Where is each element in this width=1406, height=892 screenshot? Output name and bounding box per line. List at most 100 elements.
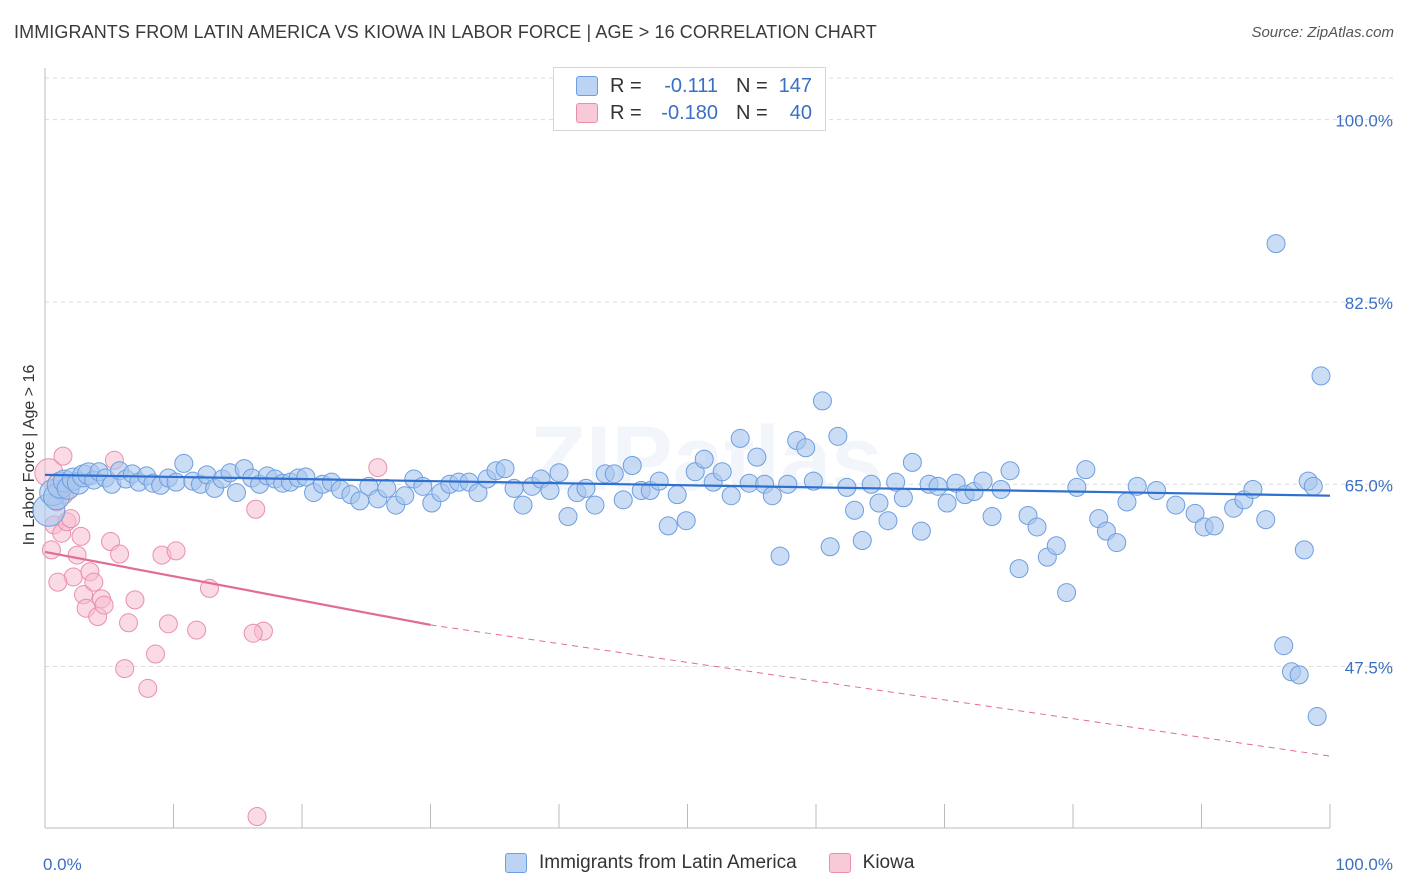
latin-america-point	[712, 462, 732, 482]
latin-america-point	[845, 500, 865, 520]
legend-r-value: -0.180	[661, 101, 718, 124]
latin-america-point	[778, 474, 798, 494]
latin-america-point	[1166, 495, 1186, 515]
legend-label: Kiowa	[862, 852, 915, 873]
stats-legend: R = -0.111 N = 147 R = -0.180 N = 40	[553, 67, 826, 131]
latin-america-point	[1307, 707, 1327, 727]
latin-america-point	[1000, 461, 1020, 481]
kiowa-point	[41, 540, 61, 560]
kiowa-point	[138, 678, 158, 698]
legend-label: Immigrants from Latin America	[539, 852, 797, 873]
source-label: Source: ZipAtlas.com	[1251, 24, 1394, 41]
kiowa-point	[166, 541, 186, 561]
latin-america-point	[1046, 536, 1066, 556]
y-tick-labels: 47.5% 65.0% 82.5% 100.0%	[1335, 112, 1393, 678]
y-tick-label: 100.0%	[1335, 112, 1393, 131]
legend-swatch-blue	[576, 76, 598, 96]
latin-america-point	[973, 471, 993, 491]
latin-america-point	[937, 493, 957, 513]
latin-america-point	[902, 452, 922, 472]
latin-america-point	[1067, 477, 1087, 497]
latin-america-point	[1266, 234, 1286, 254]
legend-row-kiowa: R = -0.180 N = 40	[576, 100, 812, 126]
latin-america-point	[1117, 492, 1137, 512]
latin-america-point	[878, 511, 898, 531]
latin-america-point	[828, 426, 848, 446]
latin-america-point	[1027, 517, 1047, 537]
latin-america-point	[676, 511, 696, 531]
latin-america-point	[770, 546, 790, 566]
latin-america-point	[658, 516, 678, 536]
latin-america-point	[886, 472, 906, 492]
kiowa-trend-line-extension	[430, 624, 1331, 757]
latin-america-point	[747, 447, 767, 467]
x-tick-label: 100.0%	[1335, 855, 1393, 874]
latin-america-point	[1204, 516, 1224, 536]
kiowa-point	[53, 446, 73, 466]
latin-america-point	[622, 456, 642, 475]
latin-america-point	[982, 507, 1002, 527]
latin-america-point	[820, 537, 840, 557]
latin-america-point	[1185, 503, 1205, 523]
legend-n-label: N =	[736, 101, 768, 124]
y-tick-label: 82.5%	[1345, 294, 1393, 313]
kiowa-point	[110, 544, 130, 564]
latin-america-point	[803, 471, 823, 491]
kiowa-point	[84, 572, 104, 592]
legend-swatch-pink	[828, 853, 851, 873]
latin-america-point	[852, 531, 872, 550]
latin-america-point	[1243, 479, 1263, 499]
kiowa-point	[119, 613, 139, 633]
legend-swatch-blue	[505, 853, 527, 873]
latin-america-point	[869, 493, 889, 513]
kiowa-point	[246, 499, 266, 519]
latin-america-point	[377, 478, 397, 498]
legend-swatch-pink	[576, 103, 598, 123]
kiowa-point	[94, 595, 114, 615]
latin-america-point	[928, 476, 948, 496]
latin-america-point	[174, 453, 194, 473]
kiowa-point	[187, 620, 207, 640]
kiowa-point	[48, 572, 68, 592]
latin-america-point	[558, 507, 578, 527]
kiowa-point	[67, 545, 87, 565]
chart-title: IMMIGRANTS FROM LATIN AMERICA VS KIOWA I…	[14, 22, 877, 42]
latin-america-point	[613, 490, 633, 510]
latin-america-point	[513, 495, 533, 515]
latin-america-point	[1076, 460, 1096, 480]
latin-america-point	[1274, 636, 1294, 656]
kiowa-point	[115, 659, 135, 679]
latin-america-point	[468, 483, 488, 503]
latin-america-point	[812, 391, 832, 411]
legend-n-label: N =	[736, 74, 768, 97]
kiowa-point	[247, 807, 267, 827]
legend-n-value: 147	[778, 74, 812, 97]
latin-america-point	[796, 438, 816, 458]
latin-america-point	[1256, 510, 1276, 530]
legend-r-label: R =	[610, 74, 642, 97]
legend-n-value: 40	[789, 101, 812, 124]
latin-america-point	[1127, 476, 1147, 496]
grid-lines	[45, 77, 1395, 668]
legend-r-label: R =	[610, 101, 642, 124]
kiowa-point	[368, 458, 388, 478]
latin-america-point	[721, 486, 741, 506]
latin-america-point	[604, 464, 624, 484]
y-tick-label: 65.0%	[1345, 476, 1393, 495]
latin-america-point	[549, 463, 569, 483]
latin-america-point	[1289, 665, 1309, 685]
trend-lines	[44, 473, 1331, 757]
latin-america-trend-line	[44, 473, 1331, 497]
x-tick-labels: 0.0% 100.0%	[43, 855, 1393, 874]
latin-america-point	[861, 474, 881, 494]
axes	[44, 68, 1331, 829]
latin-america-point	[226, 483, 246, 503]
latin-america-point	[576, 478, 596, 498]
series-legend: Immigrants from Latin America Kiowa	[505, 852, 946, 874]
latin-america-point	[1303, 476, 1323, 496]
kiowa-point	[71, 526, 91, 546]
latin-america-point	[694, 449, 714, 469]
legend-item-kiowa: Kiowa	[828, 852, 915, 874]
latin-america-point	[667, 485, 687, 505]
